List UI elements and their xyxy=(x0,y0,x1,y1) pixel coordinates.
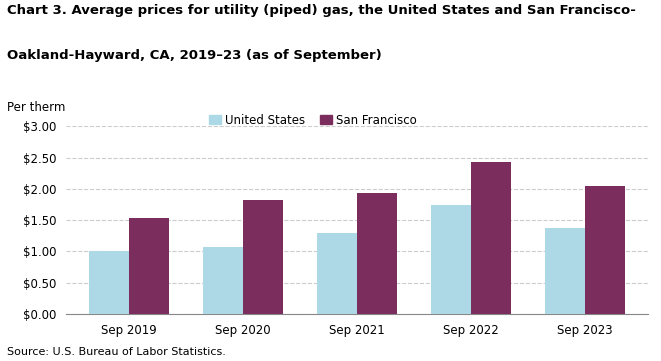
Bar xyxy=(585,186,625,314)
Bar xyxy=(431,205,471,314)
Bar xyxy=(203,247,243,314)
Text: Source: U.S. Bureau of Labor Statistics.: Source: U.S. Bureau of Labor Statistics. xyxy=(7,347,225,357)
Bar xyxy=(243,200,283,314)
Bar xyxy=(357,193,397,314)
Text: Per therm: Per therm xyxy=(7,101,65,114)
Bar xyxy=(471,162,511,314)
Bar xyxy=(89,252,129,314)
Bar xyxy=(129,218,169,314)
Bar xyxy=(545,229,585,314)
Legend: United States, San Francisco: United States, San Francisco xyxy=(204,109,422,131)
Text: Chart 3. Average prices for utility (piped) gas, the United States and San Franc: Chart 3. Average prices for utility (pip… xyxy=(7,4,635,17)
Text: Oakland-Hayward, CA, 2019–23 (as of September): Oakland-Hayward, CA, 2019–23 (as of Sept… xyxy=(7,49,381,62)
Bar xyxy=(317,233,357,314)
